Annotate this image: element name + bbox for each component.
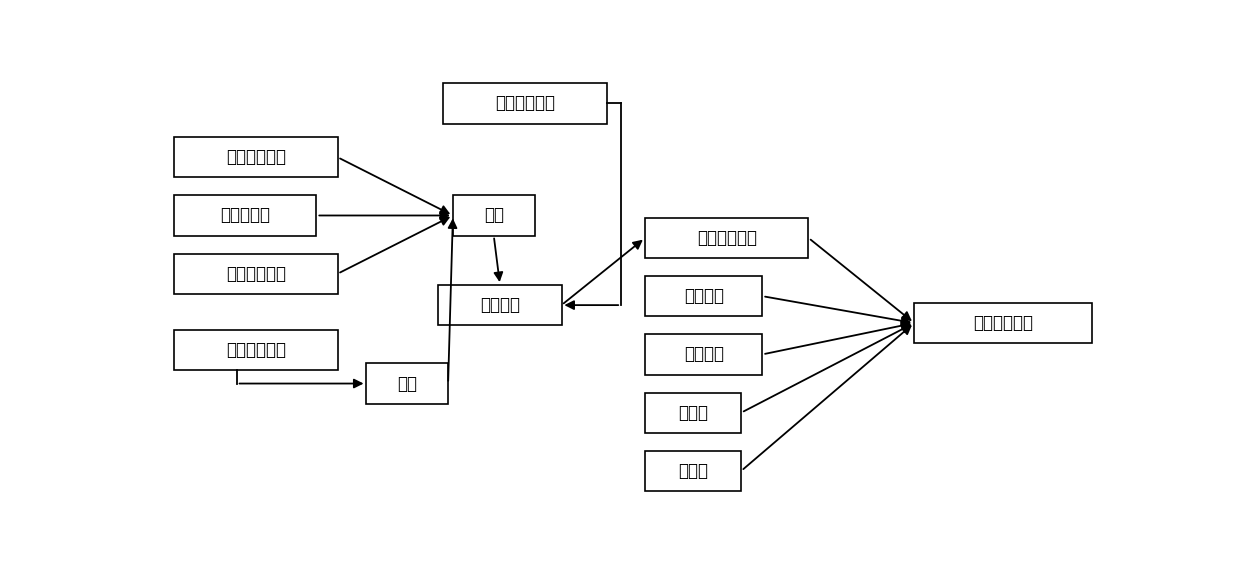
FancyBboxPatch shape (444, 83, 606, 123)
FancyBboxPatch shape (645, 276, 763, 317)
Text: 过滤: 过滤 (397, 375, 418, 392)
FancyBboxPatch shape (645, 450, 742, 491)
FancyBboxPatch shape (174, 330, 337, 370)
FancyBboxPatch shape (645, 334, 763, 375)
Text: 黄粉虫砂: 黄粉虫砂 (683, 287, 724, 305)
FancyBboxPatch shape (367, 363, 448, 404)
Text: 发酵菌剂制备: 发酵菌剂制备 (495, 94, 556, 112)
Text: 棉花秸秆粉碎: 棉花秸秆粉碎 (226, 148, 286, 166)
FancyBboxPatch shape (174, 137, 337, 178)
Text: 密封发酵: 密封发酵 (480, 296, 520, 314)
FancyBboxPatch shape (174, 254, 337, 294)
Text: 高钙粉: 高钙粉 (678, 404, 708, 422)
Text: 鲜瓜果皮粉碎: 鲜瓜果皮粉碎 (226, 341, 286, 359)
FancyBboxPatch shape (645, 218, 808, 258)
Text: 黄粉虫蜕: 黄粉虫蜕 (683, 345, 724, 363)
Text: 棉籽饼粕粉碎: 棉籽饼粕粉碎 (226, 265, 286, 283)
Text: 发酵产物烘干: 发酵产物烘干 (697, 229, 756, 247)
Text: 混合: 混合 (484, 207, 503, 225)
FancyBboxPatch shape (439, 285, 562, 325)
Text: 颗粒饲料制备: 颗粒饲料制备 (973, 314, 1033, 332)
Text: 棉籽壳粉碎: 棉籽壳粉碎 (221, 207, 270, 225)
Text: 畜牧盐: 畜牧盐 (678, 462, 708, 480)
FancyBboxPatch shape (453, 196, 534, 236)
FancyBboxPatch shape (914, 303, 1092, 343)
FancyBboxPatch shape (645, 392, 742, 433)
FancyBboxPatch shape (174, 196, 316, 236)
